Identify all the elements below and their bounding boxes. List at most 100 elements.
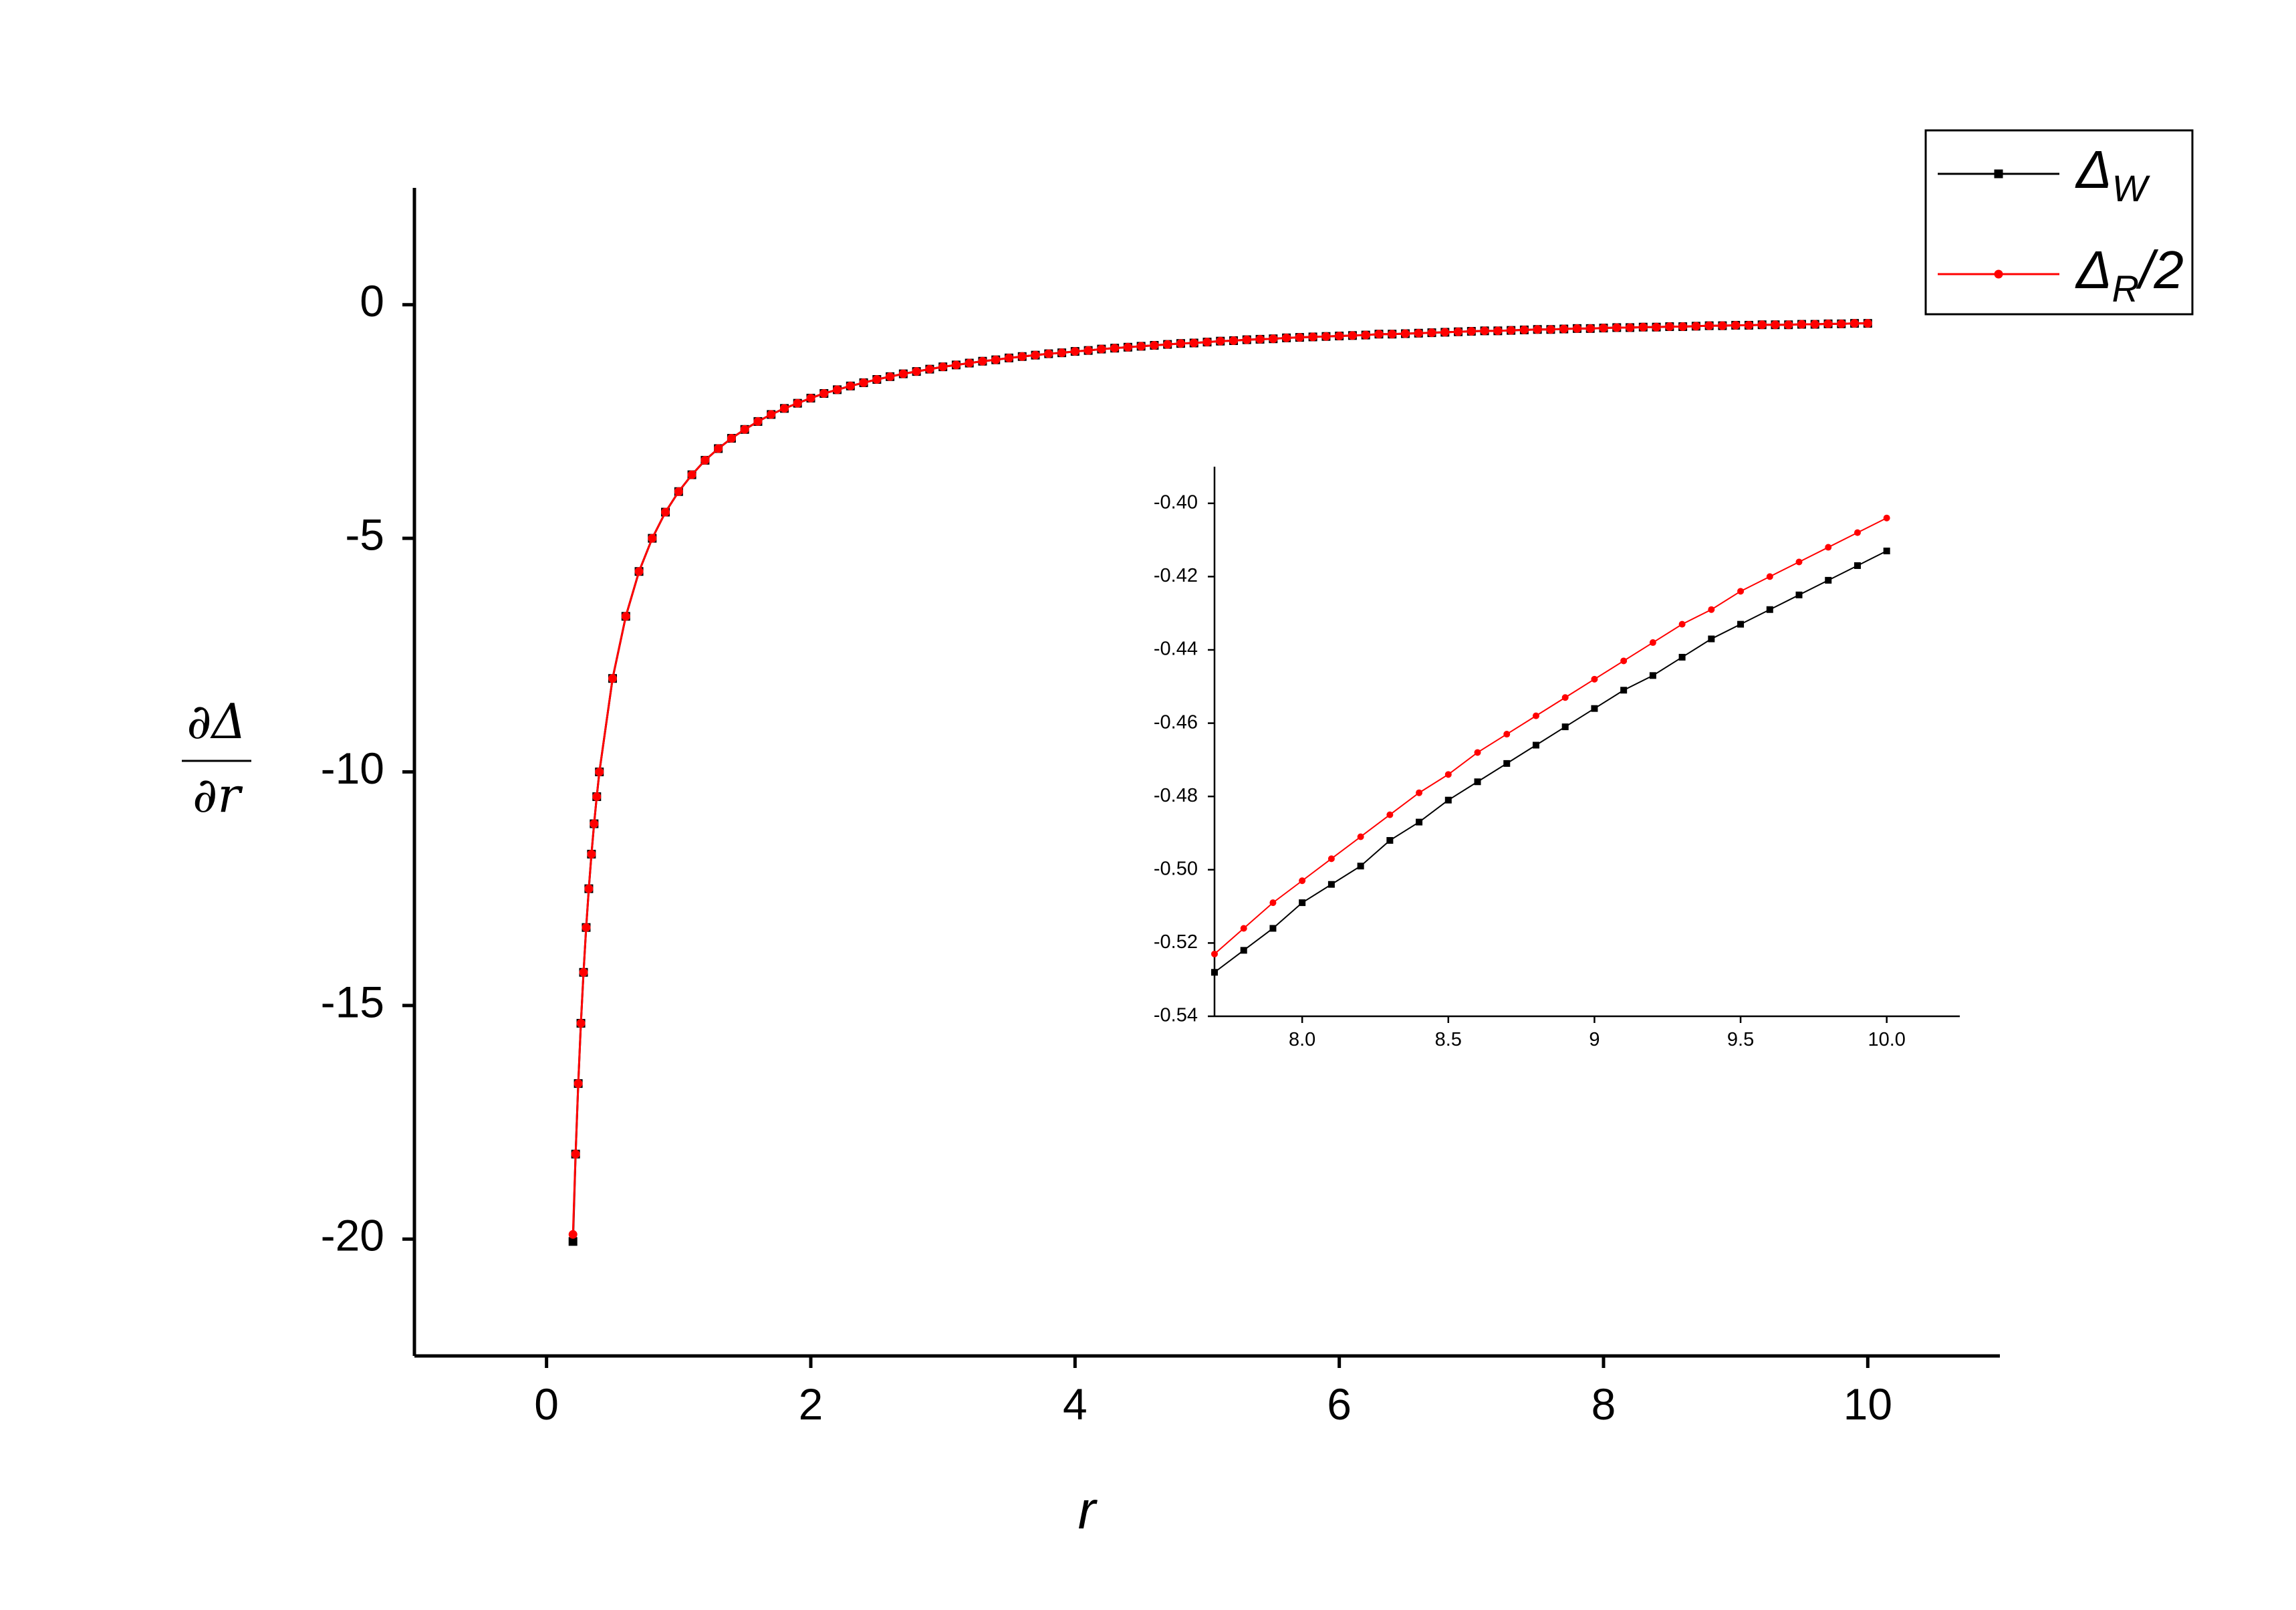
y-tick-label: -15 [321, 977, 384, 1026]
series-line [571, 322, 1868, 1242]
data-point [1386, 836, 1394, 844]
x-tick-label: 2 [799, 1379, 823, 1429]
data-point [1401, 329, 1410, 338]
series-line [1215, 517, 1888, 955]
x-tick-label: 9.5 [1727, 1029, 1754, 1050]
data-point [1737, 620, 1745, 628]
data-point [1348, 331, 1357, 340]
data-point [925, 364, 934, 374]
legend-label: ΔW [2075, 140, 2151, 209]
data-point [1691, 322, 1700, 331]
data-point [1282, 333, 1291, 342]
data-point [1620, 687, 1628, 694]
data-point [1308, 332, 1317, 342]
data-point [590, 819, 599, 828]
data-point [1561, 723, 1569, 731]
y-tick-label: -20 [321, 1211, 384, 1260]
legend-text: Δ [2075, 240, 2112, 300]
data-point [806, 393, 815, 402]
data-point [753, 417, 763, 426]
data-point [1416, 818, 1423, 826]
data-point [1335, 332, 1344, 341]
data-point [1704, 321, 1714, 330]
data-point [1444, 796, 1452, 804]
data-point [700, 455, 710, 465]
x-tick-label: 8.5 [1435, 1029, 1462, 1050]
y-tick-label: -0.48 [1154, 785, 1198, 806]
data-point [1744, 320, 1753, 330]
data-point [568, 1230, 578, 1239]
data-point [1097, 344, 1106, 354]
x-axis-label: r [1078, 1480, 1098, 1540]
data-point [1211, 969, 1218, 976]
data-point [1031, 350, 1040, 360]
data-point [1559, 324, 1569, 334]
data-point [1766, 573, 1773, 580]
y-tick-label: -10 [321, 743, 384, 793]
data-point [1466, 327, 1476, 336]
data-point [1357, 862, 1364, 870]
data-point [1444, 771, 1452, 778]
data-point [1240, 925, 1247, 932]
data-point [1388, 330, 1397, 339]
data-point [1737, 588, 1745, 595]
y-tick-label: -0.54 [1154, 1005, 1198, 1026]
data-point [621, 612, 630, 621]
y-tick-label: -0.42 [1154, 565, 1198, 586]
data-point [576, 1018, 586, 1028]
data-point [1176, 339, 1185, 348]
legend-label: ΔR/2 [2075, 240, 2184, 310]
data-point [793, 398, 802, 408]
x-tick-label: 8 [1591, 1379, 1616, 1429]
data-point [587, 849, 596, 858]
data-point [1299, 877, 1306, 885]
data-point [1057, 348, 1067, 358]
data-point [1295, 333, 1304, 342]
data-point [886, 372, 895, 381]
data-point [608, 674, 617, 683]
data-point [1883, 548, 1890, 555]
data-point [1454, 327, 1463, 336]
x-tick-label: 4 [1063, 1379, 1088, 1429]
data-point [819, 388, 829, 398]
data-point [1017, 352, 1027, 361]
data-point [1757, 320, 1767, 330]
data-point [1357, 833, 1364, 840]
data-point [1795, 591, 1803, 598]
y-tick-label: -5 [345, 510, 384, 560]
data-point [1216, 336, 1225, 346]
y-tick-label: 0 [360, 276, 384, 326]
data-point [846, 381, 855, 390]
data-point [978, 356, 987, 366]
x-tick-label: 8.0 [1289, 1029, 1315, 1050]
data-point [1591, 675, 1598, 683]
data-point [1795, 558, 1803, 566]
data-point [1546, 325, 1555, 334]
x-tick-label: 10 [1843, 1379, 1892, 1429]
data-point [1110, 344, 1120, 353]
data-point [1416, 789, 1423, 796]
data-point [965, 358, 974, 368]
data-point [1850, 319, 1860, 328]
data-point [592, 792, 602, 802]
data-point [1503, 760, 1511, 767]
legend-box [1924, 129, 2194, 316]
data-point [1854, 529, 1861, 536]
data-point [1652, 322, 1661, 332]
data-point [1708, 606, 1715, 613]
legend-text: Δ [2075, 140, 2112, 199]
data-point [872, 375, 882, 384]
data-point [740, 425, 749, 434]
y-tick-label: -0.50 [1154, 858, 1198, 879]
data-point [1638, 322, 1648, 332]
data-point [1242, 335, 1251, 344]
legend-subscript: W [2112, 167, 2151, 209]
data-point [568, 1237, 578, 1246]
data-point [1507, 326, 1516, 335]
data-point [1825, 544, 1832, 551]
data-point [1863, 319, 1872, 328]
data-point [1083, 346, 1093, 355]
x-tick-label: 9 [1589, 1029, 1600, 1050]
data-point [1532, 741, 1539, 749]
